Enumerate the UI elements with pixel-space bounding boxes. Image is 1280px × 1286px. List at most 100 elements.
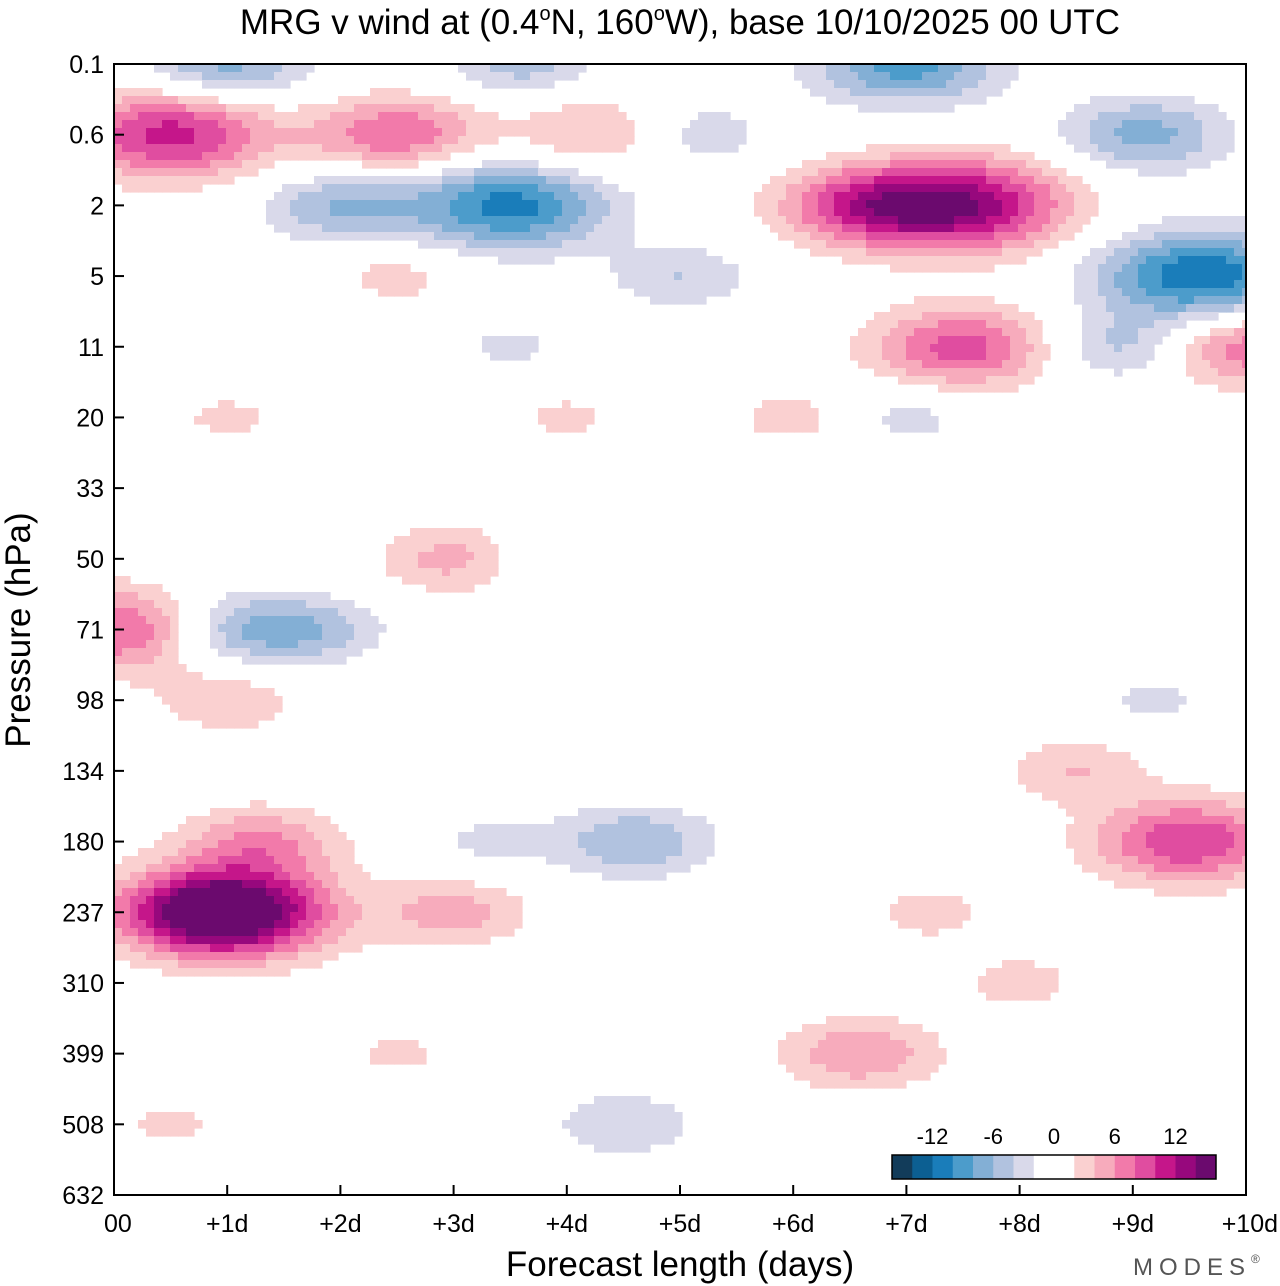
heatmap-cell	[842, 248, 851, 257]
heatmap-cell	[562, 824, 571, 833]
heatmap-cell	[1202, 832, 1211, 841]
heatmap-cell	[138, 160, 147, 169]
heatmap-cell	[1066, 832, 1075, 841]
heatmap-cell	[874, 1072, 883, 1081]
heatmap-cell	[210, 128, 219, 137]
heatmap-cell	[250, 144, 259, 153]
heatmap-cell	[946, 368, 955, 377]
heatmap-cell	[402, 208, 411, 217]
heatmap-cell	[882, 72, 891, 81]
heatmap-cell	[162, 664, 171, 673]
heatmap-cell	[1074, 816, 1083, 825]
heatmap-cell	[266, 200, 275, 209]
heatmap-cell	[410, 272, 419, 281]
heatmap-cell	[1202, 344, 1211, 353]
heatmap-cell	[866, 1064, 875, 1073]
heatmap-cell	[170, 136, 179, 145]
heatmap-cell	[338, 112, 347, 121]
heatmap-cell	[114, 600, 123, 609]
heatmap-cell	[170, 968, 179, 977]
heatmap-cell	[202, 896, 211, 905]
heatmap-cell	[586, 240, 595, 249]
heatmap-cell	[1234, 352, 1243, 361]
heatmap-cell	[1138, 816, 1147, 825]
heatmap-cell	[514, 344, 523, 353]
heatmap-cell	[682, 136, 691, 145]
heatmap-cell	[1034, 784, 1043, 793]
heatmap-cell	[962, 256, 971, 265]
heatmap-cell	[178, 672, 187, 681]
heatmap-cell	[274, 816, 283, 825]
heatmap-cell	[154, 848, 163, 857]
heatmap-cell	[802, 80, 811, 89]
heatmap-cell	[1226, 240, 1235, 249]
heatmap-cell	[602, 824, 611, 833]
heatmap-cell	[906, 64, 915, 73]
heatmap-cell	[922, 368, 931, 377]
heatmap-cell	[922, 88, 931, 97]
heatmap-cell	[482, 912, 491, 921]
heatmap-cell	[570, 232, 579, 241]
heatmap-cell	[890, 328, 899, 337]
heatmap-cell	[498, 216, 507, 225]
heatmap-cell	[402, 1040, 411, 1049]
heatmap-cell	[210, 864, 219, 873]
heatmap-cell	[890, 72, 899, 81]
heatmap-cell	[578, 208, 587, 217]
heatmap-cell	[1050, 200, 1059, 209]
heatmap-cell	[586, 808, 595, 817]
heatmap-cell	[554, 192, 563, 201]
heatmap-cell	[490, 120, 499, 129]
heatmap-cell	[1234, 264, 1243, 273]
heatmap-cell	[882, 368, 891, 377]
heatmap-cell	[586, 840, 595, 849]
heatmap-cell	[906, 1024, 915, 1033]
heatmap-cell	[1114, 752, 1123, 761]
heatmap-cell	[890, 312, 899, 321]
heatmap-cell	[162, 904, 171, 913]
heatmap-cell	[258, 824, 267, 833]
heatmap-cell	[650, 1128, 659, 1137]
heatmap-cell	[410, 232, 419, 241]
heatmap-cell	[858, 1040, 867, 1049]
heatmap-cell	[1162, 696, 1171, 705]
heatmap-cell	[290, 872, 299, 881]
heatmap-cell	[442, 208, 451, 217]
heatmap-cell	[826, 1032, 835, 1041]
heatmap-cell	[578, 216, 587, 225]
heatmap-cell	[1106, 104, 1115, 113]
heatmap-cell	[1090, 784, 1099, 793]
heatmap-cell	[938, 296, 947, 305]
heatmap-cell	[1218, 352, 1227, 361]
heatmap-cell	[394, 280, 403, 289]
heatmap-cell	[666, 256, 675, 265]
heatmap-cell	[1026, 200, 1035, 209]
heatmap-cell	[178, 928, 187, 937]
heatmap-cell	[1130, 232, 1139, 241]
heatmap-cell	[202, 136, 211, 145]
heatmap-cell	[346, 608, 355, 617]
heatmap-cell	[146, 648, 155, 657]
heatmap-cell	[1178, 112, 1187, 121]
heatmap-cell	[1202, 120, 1211, 129]
heatmap-cell	[370, 272, 379, 281]
heatmap-cell	[706, 848, 715, 857]
heatmap-cell	[698, 296, 707, 305]
heatmap-cell	[1082, 768, 1091, 777]
heatmap-cell	[1010, 232, 1019, 241]
heatmap-cell	[362, 224, 371, 233]
heatmap-cell	[1098, 144, 1107, 153]
heatmap-cell	[1226, 816, 1235, 825]
heatmap-cell	[842, 1032, 851, 1041]
heatmap-cell	[706, 264, 715, 273]
heatmap-cell	[834, 72, 843, 81]
heatmap-cell	[1186, 128, 1195, 137]
heatmap-cell	[426, 920, 435, 929]
heatmap-cell	[882, 176, 891, 185]
heatmap-cell	[1178, 312, 1187, 321]
heatmap-cell	[786, 1048, 795, 1057]
heatmap-cell	[154, 856, 163, 865]
heatmap-cell	[1138, 144, 1147, 153]
heatmap-cell	[1114, 816, 1123, 825]
heatmap-cell	[1170, 784, 1179, 793]
